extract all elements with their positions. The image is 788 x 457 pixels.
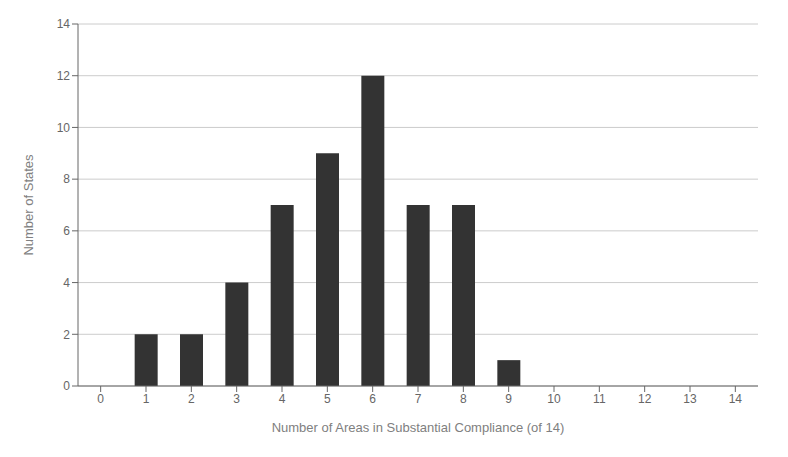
svg-text:8: 8: [63, 172, 70, 186]
svg-text:6: 6: [63, 224, 70, 238]
svg-text:10: 10: [547, 392, 561, 406]
svg-text:8: 8: [460, 392, 467, 406]
svg-text:0: 0: [97, 392, 104, 406]
svg-text:4: 4: [63, 276, 70, 290]
svg-text:10: 10: [57, 121, 71, 135]
svg-text:5: 5: [324, 392, 331, 406]
svg-text:12: 12: [638, 392, 652, 406]
svg-text:0: 0: [63, 379, 70, 393]
svg-text:9: 9: [505, 392, 512, 406]
svg-text:2: 2: [188, 392, 195, 406]
svg-text:12: 12: [57, 69, 71, 83]
svg-text:4: 4: [279, 392, 286, 406]
svg-text:6: 6: [369, 392, 376, 406]
svg-text:2: 2: [63, 328, 70, 342]
svg-text:Number of Areas in Substantial: Number of Areas in Substantial Complianc…: [272, 420, 565, 435]
svg-text:13: 13: [683, 392, 697, 406]
svg-text:14: 14: [57, 17, 71, 31]
svg-text:Number of States: Number of States: [21, 154, 36, 256]
svg-text:7: 7: [415, 392, 422, 406]
svg-text:3: 3: [233, 392, 240, 406]
svg-text:11: 11: [593, 392, 606, 406]
svg-text:14: 14: [729, 392, 743, 406]
svg-text:1: 1: [143, 392, 150, 406]
